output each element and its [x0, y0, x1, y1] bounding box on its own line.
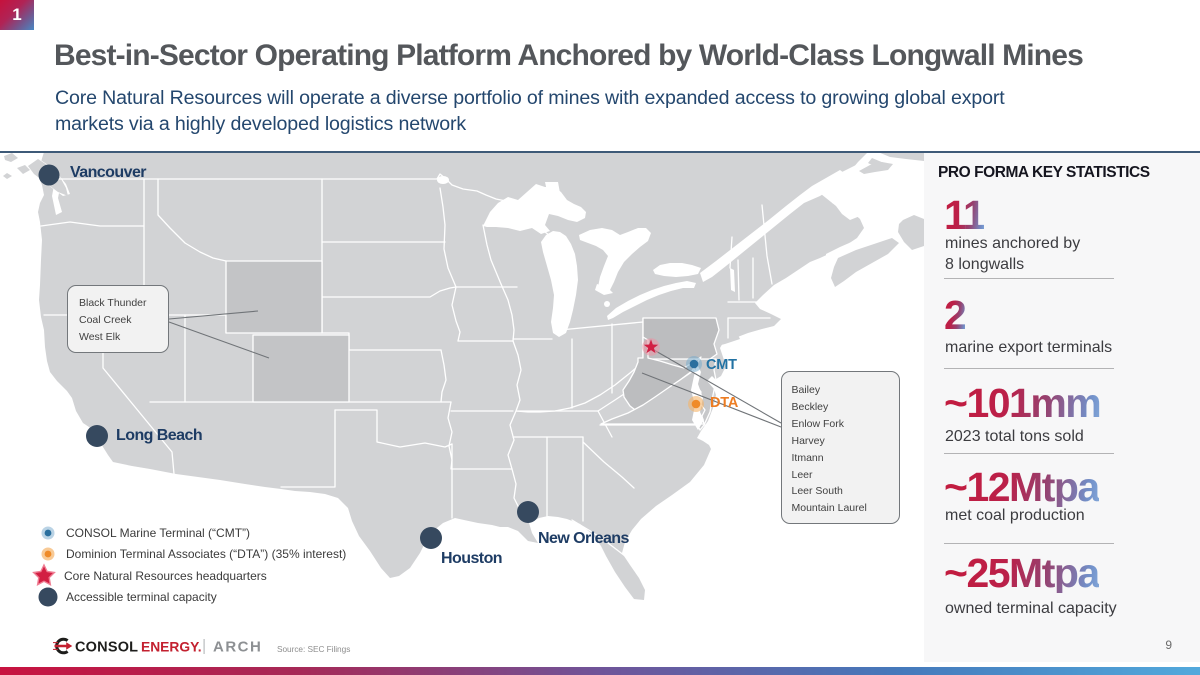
svg-text:ENERGY.: ENERGY.	[141, 640, 202, 655]
svg-text:ARCH: ARCH	[213, 639, 262, 656]
svg-text:CONSOL: CONSOL	[75, 640, 138, 656]
